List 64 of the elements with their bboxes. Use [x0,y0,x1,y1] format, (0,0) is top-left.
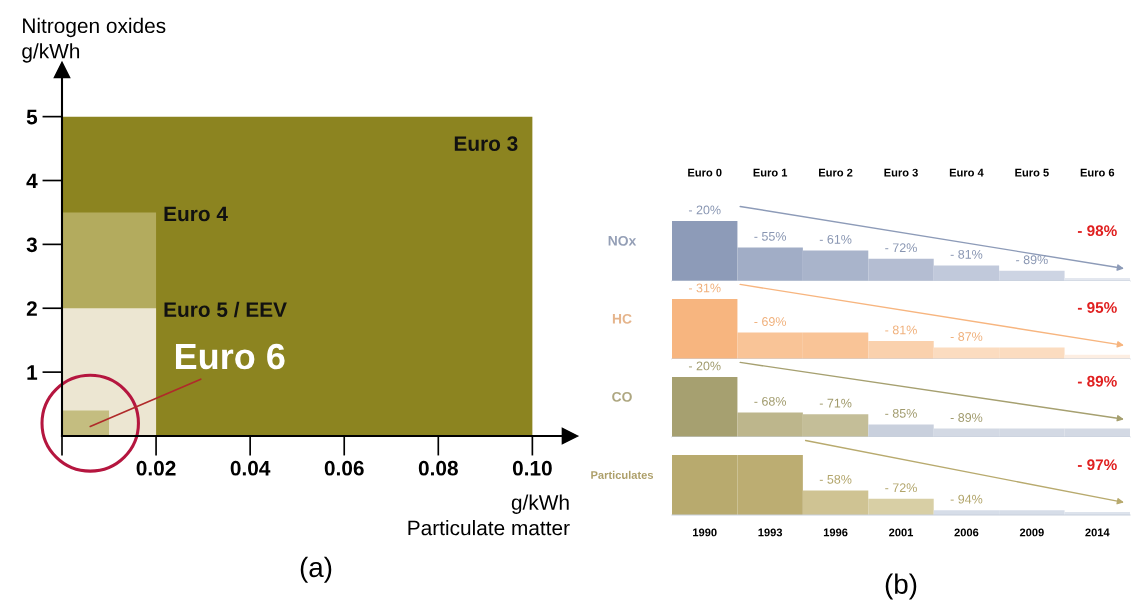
x-tick-label: 2009 [1019,528,1044,537]
annotation: - 89% [950,413,983,422]
y-tick-label: 2 [26,301,37,316]
x-tick-label: Euro 4 [949,168,984,177]
bar [868,498,934,515]
x-tick-label: 1990 [693,528,717,537]
bar [868,341,934,359]
series-label: Euro 3 [454,136,518,151]
text: (a) [300,556,332,583]
x-tick-label: 0.02 [136,460,176,476]
annotation: - 69% [754,317,787,326]
annotation: - 89% [1077,375,1117,387]
y-tick-label: 4 [26,173,38,189]
x-tick-label: 0.10 [512,460,552,476]
series-label: Euro 4 [164,206,228,222]
y-axis-title: Nitrogen oxides g/kWh [22,17,166,63]
y-axis-title: Particulates [591,470,654,479]
annotation: - 61% [819,234,852,244]
text: Euro 6 [175,343,285,370]
bar [672,377,738,437]
x-tick-label: Euro 0 [688,168,722,177]
annotation: - 20% [688,361,721,371]
annotation: - 31% [688,283,721,293]
x-tick-label: Euro 3 [884,168,918,177]
text: (b) [885,573,917,600]
bar [672,221,738,281]
y-tick-label: 5 [26,109,38,125]
bar [672,299,738,359]
x-tick-label: 0.06 [324,460,364,476]
series-label: Euro 5 / EEV [164,301,287,318]
annotation: - 89% [1016,255,1048,265]
x-tick-label: 1993 [758,528,783,537]
x-tick-label: Euro 1 [753,168,788,177]
y-axis-title: NOx [608,235,637,246]
x-tick-label: 0.08 [418,460,458,476]
y-tick-label: 1 [27,365,38,380]
annotation: - 97% [1077,459,1117,471]
annotation: - 98% [1077,225,1117,237]
annotation: - 68% [754,396,787,406]
annotation: - 81% [885,325,917,335]
y-axis-title: HC [612,313,632,324]
x-tick-label: Euro 2 [819,168,853,177]
x-tick-label: 2006 [954,528,979,537]
annotation: - 95% [1077,302,1117,313]
x-tick-label: 2014 [1085,528,1110,537]
annotation: - 55% [754,231,787,241]
annotation: - 58% [819,474,852,484]
annotation: - 20% [688,205,721,215]
x-tick-label: 2001 [889,528,914,537]
y-tick-label: 3 [26,237,37,253]
x-tick-label: 1996 [823,528,848,537]
x-tick-label: Euro 5 [1015,168,1049,177]
annotation: - 71% [819,398,852,408]
annotation: - 81% [950,249,983,259]
y-axis-title: CO [612,391,632,402]
annotation: - 72% [885,483,917,493]
x-tick-label: Euro 6 [1080,168,1115,177]
bar [802,490,869,515]
annotation: - 72% [885,243,917,253]
x-axis-title: g/kWh Particulate matter [408,494,570,536]
annotation: - 85% [885,408,917,418]
x-tick-label: 0.04 [230,460,271,476]
annotation: - 94% [950,494,983,504]
annotation: - 87% [950,332,983,341]
